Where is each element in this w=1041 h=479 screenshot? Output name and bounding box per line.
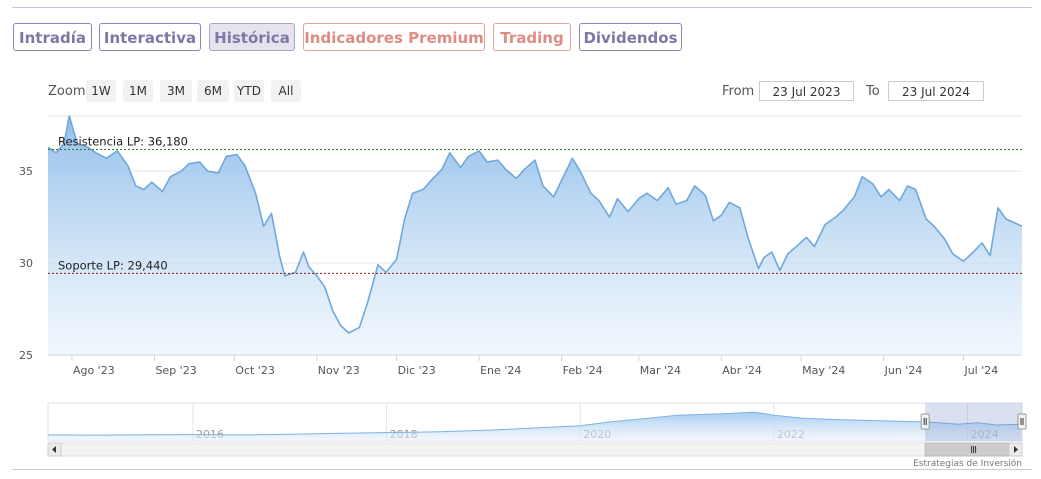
to-label: To <box>866 84 880 99</box>
credits-label: Estrategias de Inversión <box>913 458 1022 469</box>
price-series <box>47 115 1023 355</box>
navigator-line <box>47 411 1021 436</box>
navigator[interactable]: 20162018202020222024 <box>47 402 1027 442</box>
tab-dividendos[interactable]: Dividendos <box>579 23 682 51</box>
zoom-button-1m[interactable]: 1M <box>123 80 153 102</box>
navigator-area <box>47 412 1021 441</box>
arrow-left-icon <box>52 446 56 453</box>
x-tick-label: Ago '23 <box>73 364 115 377</box>
navigator-left-handle[interactable] <box>920 413 930 430</box>
bottom-divider <box>12 469 1032 470</box>
support-resistance-levels: Resistencia LP: 36,180 Soporte LP: 29,440 <box>48 134 1022 274</box>
tab-interactiva[interactable]: Interactiva <box>99 23 201 51</box>
x-tick-label: Oct '23 <box>235 364 275 377</box>
scrollbar[interactable] <box>47 442 1023 457</box>
scrollbar-track[interactable] <box>47 442 1023 457</box>
x-tick-label: May '24 <box>802 364 845 377</box>
level-label: Resistencia LP: 36,180 <box>58 134 188 148</box>
tab-trading[interactable]: Trading <box>493 23 571 51</box>
series-line <box>47 115 1023 334</box>
tab-intradía[interactable]: Intradía <box>13 23 92 51</box>
tab-indicadores-premium[interactable]: Indicadores Premium <box>303 23 485 51</box>
zoom-button-ytd[interactable]: YTD <box>234 80 264 102</box>
x-tick-label: Sep '23 <box>155 364 196 377</box>
level-label: Soporte LP: 29,440 <box>58 258 168 272</box>
navigator-selection[interactable] <box>925 403 1022 441</box>
y-tick-label: 30 <box>19 257 33 270</box>
tab-histórica[interactable]: Histórica <box>209 23 295 51</box>
y-axis-labels: 25 30 35 <box>19 165 33 362</box>
from-label: From <box>722 84 755 99</box>
x-tick-label: Mar '24 <box>640 364 681 377</box>
top-divider <box>12 7 1032 8</box>
x-tick-label: Jun '24 <box>884 364 923 377</box>
zoom-button-all[interactable]: All <box>271 80 301 102</box>
x-tick-label: Nov '23 <box>318 364 360 377</box>
zoom-button-1w[interactable]: 1W <box>86 80 116 102</box>
zoom-button-6m[interactable]: 6M <box>197 80 229 102</box>
to-date-input[interactable]: 23 Jul 2024 <box>888 81 984 101</box>
x-tick-label: Ene '24 <box>480 364 521 377</box>
x-axis-labels: Ago '23 Sep '23 Oct '23 Nov '23 Dic '23 Ene '… <box>48 354 1022 377</box>
y-tick-label: 25 <box>19 349 33 362</box>
x-tick-label: Jul '24 <box>963 364 998 377</box>
navigator-right-handle[interactable] <box>1017 413 1027 430</box>
zoom-label: Zoom <box>48 84 86 99</box>
from-date-input[interactable]: 23 Jul 2023 <box>759 81 854 101</box>
series-area <box>48 116 1022 355</box>
y-tick-label: 35 <box>19 165 33 178</box>
x-tick-label: Dic '23 <box>398 364 436 377</box>
x-tick-label: Feb '24 <box>563 364 603 377</box>
zoom-button-3m[interactable]: 3M <box>160 80 192 102</box>
x-tick-label: Abr '24 <box>722 364 762 377</box>
arrow-right-icon <box>1014 446 1018 453</box>
